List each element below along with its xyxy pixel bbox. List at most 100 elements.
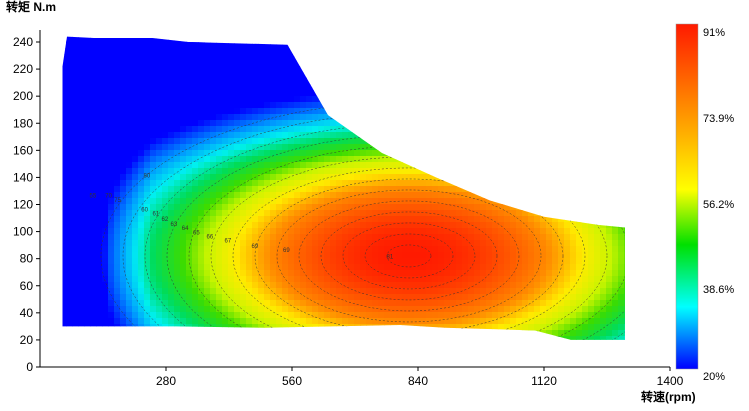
contour-cell (528, 36, 535, 43)
contour-cell (228, 126, 235, 133)
contour-cell (540, 66, 547, 73)
contour-cell (264, 240, 271, 247)
contour-cell (312, 120, 319, 127)
contour-cell (372, 354, 379, 361)
contour-cell (120, 318, 127, 325)
contour-cell (282, 360, 289, 367)
contour-cell (138, 294, 145, 301)
contour-cell (186, 228, 193, 235)
contour-cell (564, 294, 571, 301)
contour-cell (354, 30, 361, 37)
contour-cell (150, 354, 157, 361)
contour-cell (174, 168, 181, 175)
contour-cell (360, 186, 367, 193)
contour-cell (444, 228, 451, 235)
contour-cell (276, 288, 283, 295)
contour-cell (366, 102, 373, 109)
contour-cell (150, 264, 157, 271)
contour-cell (336, 276, 343, 283)
contour-cell (174, 264, 181, 271)
contour-cell (108, 300, 115, 307)
contour-cell (168, 216, 175, 223)
contour-cell (228, 108, 235, 115)
contour-cell (306, 354, 313, 361)
contour-cell (492, 306, 499, 313)
contour-cell (468, 72, 475, 79)
contour-cell (498, 348, 505, 355)
contour-cell (120, 132, 127, 139)
contour-cell (510, 336, 517, 340)
contour-cell (408, 108, 415, 115)
contour-cell (294, 306, 301, 313)
contour-cell (510, 156, 517, 163)
contour-cell (180, 126, 187, 133)
contour-cell (144, 222, 151, 229)
contour-cell (336, 348, 343, 355)
contour-cell (528, 108, 535, 115)
contour-cell (204, 84, 211, 91)
contour-cell (396, 174, 403, 181)
contour-cell (366, 66, 373, 73)
contour-cell (540, 234, 547, 241)
contour-cell (138, 114, 145, 121)
contour-cell (78, 120, 85, 127)
contour-cell (90, 264, 97, 271)
contour-cell (240, 126, 247, 133)
contour-cell (516, 228, 523, 235)
contour-cell (516, 288, 523, 295)
contour-cell (330, 246, 337, 253)
contour-cell (570, 150, 577, 157)
contour-cell (534, 180, 541, 187)
contour-cell (276, 216, 283, 223)
contour-cell (168, 264, 175, 271)
contour-cell (516, 186, 523, 193)
contour-cell (528, 144, 535, 151)
contour-cell (558, 54, 565, 61)
contour-cell (108, 228, 115, 235)
contour-cell (576, 306, 583, 313)
contour-cell (150, 180, 157, 187)
contour-cell (558, 258, 565, 265)
contour-cell (450, 174, 457, 181)
contour-cell (534, 114, 541, 121)
contour-cell (384, 180, 391, 187)
contour-cell (210, 246, 217, 253)
contour-cell (66, 150, 73, 157)
contour-cell (204, 102, 211, 109)
contour-cell (318, 36, 325, 43)
contour-cell (522, 54, 529, 61)
contour-cell (390, 252, 397, 259)
contour-cell (564, 144, 571, 151)
contour-cell (132, 342, 139, 349)
contour-cell (516, 180, 523, 187)
contour-cell (300, 150, 307, 157)
contour-cell (552, 156, 559, 163)
contour-cell (288, 348, 295, 355)
contour-cell (420, 138, 427, 145)
contour-cell (468, 282, 475, 289)
contour-cell (324, 30, 331, 37)
contour-cell (414, 66, 421, 73)
contour-cell (330, 90, 337, 97)
contour-cell (222, 240, 229, 247)
contour-cell (528, 180, 535, 187)
contour-cell (270, 342, 277, 349)
contour-cell (534, 36, 541, 43)
contour-cell (300, 30, 307, 37)
contour-cell (534, 84, 541, 91)
contour-cell (210, 108, 217, 115)
contour-cell (438, 72, 445, 79)
contour-cell (120, 66, 127, 73)
contour-cell (234, 168, 241, 175)
contour-cell (162, 48, 169, 55)
contour-cell (450, 264, 457, 271)
contour-cell (570, 342, 577, 349)
contour-cell (114, 174, 121, 181)
contour-cell (96, 174, 103, 181)
contour-cell (264, 72, 271, 79)
contour-cell (420, 42, 427, 49)
contour-cell (348, 174, 355, 181)
contour-cell (318, 48, 325, 55)
contour-cell (378, 42, 385, 49)
contour-cell (468, 138, 475, 145)
